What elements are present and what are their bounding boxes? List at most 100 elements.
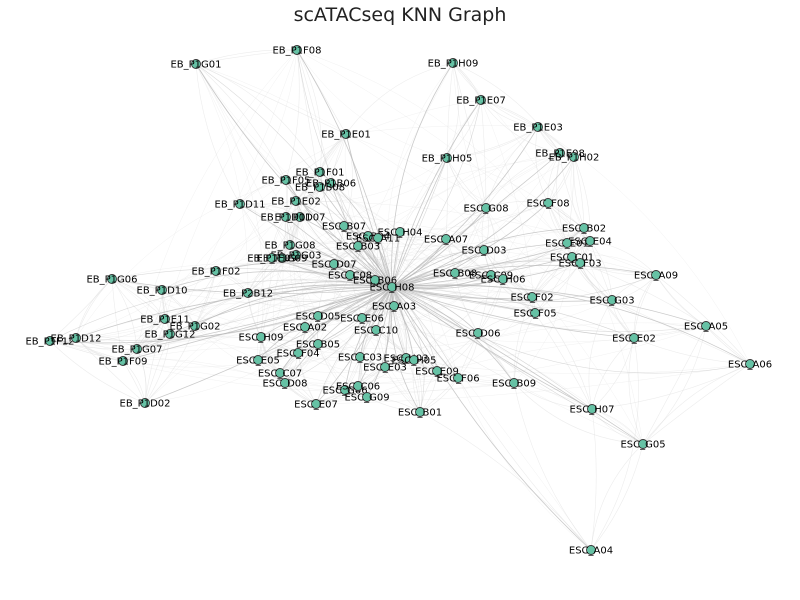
node-marker bbox=[527, 292, 537, 302]
node-label: ESC_H08 bbox=[370, 283, 415, 294]
graph-edge bbox=[194, 292, 249, 327]
graph-edge bbox=[111, 263, 479, 334]
graph-node: ESC_E06 bbox=[340, 313, 384, 325]
node-marker bbox=[448, 58, 458, 68]
graph-edge bbox=[513, 382, 644, 445]
graph-node: EB_P1D11 bbox=[215, 199, 266, 211]
graph-edge bbox=[628, 337, 644, 445]
node-label: ESC_F03 bbox=[558, 259, 601, 270]
node-label: EB_P1G06 bbox=[86, 275, 137, 286]
hub-edge bbox=[296, 49, 393, 288]
node-label: ESC_A04 bbox=[569, 546, 613, 557]
graph-node: ESC_C01 bbox=[550, 252, 594, 264]
graph-edge bbox=[195, 49, 298, 65]
node-marker bbox=[498, 274, 508, 284]
node-label: ESC_E03 bbox=[363, 363, 407, 374]
graph-edge bbox=[633, 325, 707, 339]
graph-edge bbox=[239, 203, 291, 246]
graph-edge bbox=[633, 274, 657, 339]
graph-edge bbox=[436, 370, 515, 385]
node-marker bbox=[415, 407, 425, 417]
hub-edge bbox=[391, 62, 454, 288]
graph-edge bbox=[477, 332, 593, 410]
graph-edge bbox=[419, 411, 592, 551]
node-label: ESC_F02 bbox=[510, 293, 553, 304]
graph-edge bbox=[111, 278, 124, 362]
graph-edge bbox=[111, 278, 166, 320]
edge-layer bbox=[49, 49, 751, 551]
graph-edge bbox=[284, 382, 346, 391]
hub-edge bbox=[344, 286, 393, 391]
node-marker bbox=[281, 175, 291, 185]
graph-edge bbox=[285, 49, 300, 181]
node-marker bbox=[586, 545, 596, 555]
hub-edge bbox=[391, 202, 549, 288]
node-label: ESC_F08 bbox=[526, 199, 569, 210]
node-label: EB_P1G08 bbox=[264, 241, 315, 252]
graph-edge bbox=[144, 318, 166, 404]
node-label: EB_P1E09 bbox=[247, 254, 297, 265]
node-label: EB_P1B08 bbox=[295, 183, 345, 194]
node-label: EB_P1F02 bbox=[191, 267, 240, 278]
node-label: ESC_D07 bbox=[311, 260, 356, 271]
graph-node: ESC_B06 bbox=[353, 275, 397, 287]
graph-edge bbox=[366, 296, 533, 398]
graph-edge bbox=[144, 333, 171, 404]
graph-edge bbox=[345, 133, 581, 264]
node-label: EB_P1G09 bbox=[256, 254, 307, 265]
graph-edge bbox=[405, 202, 549, 359]
node-label: EB_P1B06 bbox=[306, 179, 356, 190]
graph-edge bbox=[295, 157, 448, 203]
graph-edge bbox=[257, 257, 273, 361]
graph-edge bbox=[111, 278, 171, 335]
node-label: EB_P1G12 bbox=[144, 330, 195, 341]
node-label: ESC_B08 bbox=[433, 269, 477, 280]
graph-edge bbox=[480, 99, 575, 158]
graph-node: EB_P1H09 bbox=[428, 58, 478, 70]
node-marker bbox=[191, 59, 201, 69]
node-label: ESC_B02 bbox=[562, 224, 606, 235]
hub-edge bbox=[366, 286, 393, 398]
hub-edge bbox=[333, 263, 393, 288]
node-marker bbox=[280, 378, 290, 388]
graph-edge bbox=[169, 333, 438, 372]
node-marker bbox=[362, 392, 372, 402]
node-marker bbox=[363, 231, 373, 241]
node-marker bbox=[291, 196, 301, 206]
graph-node: ESC_H04 bbox=[378, 227, 422, 239]
graph-edge bbox=[590, 337, 639, 551]
node-label: EB_P1G07 bbox=[111, 345, 162, 356]
graph-edge bbox=[399, 157, 448, 233]
graph-edge bbox=[239, 203, 273, 259]
graph-edge bbox=[215, 126, 539, 272]
node-marker bbox=[292, 45, 302, 55]
graph-node: ESC_A03 bbox=[372, 301, 416, 313]
hub-edge bbox=[391, 286, 459, 379]
hub-edge bbox=[391, 284, 707, 327]
node-marker bbox=[373, 233, 383, 243]
hub-edge bbox=[345, 133, 393, 288]
graph-node: ESC_A02 bbox=[283, 322, 327, 334]
node-label: ESC_B03 bbox=[336, 242, 380, 253]
graph-edge bbox=[454, 207, 487, 274]
graph-edge bbox=[195, 63, 319, 317]
graph-edge bbox=[513, 312, 536, 384]
node-marker bbox=[530, 308, 540, 318]
graph-node: ESC_A05 bbox=[684, 321, 728, 333]
node-label: ESC_E06 bbox=[340, 314, 384, 325]
graph-edge bbox=[271, 257, 515, 384]
graph-edge bbox=[296, 49, 322, 173]
node-marker bbox=[555, 148, 565, 158]
graph-edge bbox=[49, 335, 319, 345]
hub-edge bbox=[357, 286, 393, 387]
node-marker bbox=[275, 368, 285, 378]
graph-edge bbox=[452, 62, 561, 154]
graph-edge bbox=[559, 152, 585, 229]
graph-node: ESC_C06 bbox=[336, 381, 380, 393]
graph-edge bbox=[591, 408, 644, 445]
graph-edge bbox=[642, 325, 707, 445]
graph-edge bbox=[534, 312, 593, 410]
graph-node: ESC_A07 bbox=[424, 234, 468, 246]
graph-edge bbox=[485, 152, 561, 209]
